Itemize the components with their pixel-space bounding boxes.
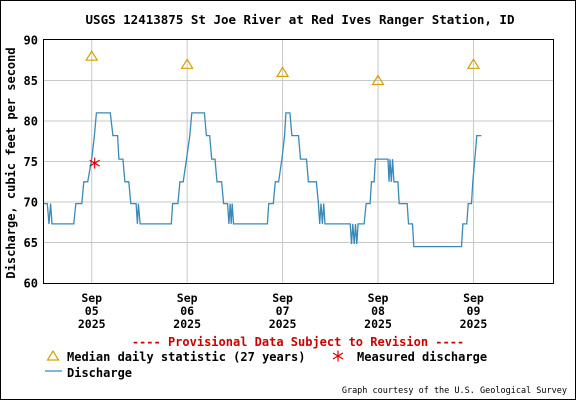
x-tick-label: Sep 06 2025 <box>173 291 201 331</box>
median-marker <box>466 58 481 69</box>
y-tick-label: 80 <box>24 115 38 129</box>
median-marker <box>276 66 290 78</box>
y-tick-label: 90 <box>24 34 38 48</box>
x-tick-label: Sep 09 2025 <box>460 291 488 331</box>
legend-median-label: Median daily statistic (27 years) <box>67 350 305 364</box>
y-axis-label: Discharge, cubic feet per second <box>4 47 18 278</box>
median-marker <box>371 74 385 86</box>
provisional-note: ---- Provisional Data Subject to Revisio… <box>132 335 464 349</box>
x-tick-label: Sep 05 2025 <box>78 291 106 331</box>
x-tick-label: Sep 08 2025 <box>364 291 392 331</box>
legend-measured-label: Measured discharge <box>357 350 487 364</box>
courtesy-note: Graph courtesy of the U.S. Geological Su… <box>342 386 567 396</box>
chart-title: USGS 12413875 St Joe River at Red Ives R… <box>86 12 515 27</box>
median-daily-markers <box>85 50 481 86</box>
measured-discharge-markers <box>89 157 101 169</box>
legend-measured-asterisk-icon <box>332 350 344 362</box>
median-marker <box>180 58 194 69</box>
x-tick-label: Sep 07 2025 <box>269 291 297 331</box>
legend: Median daily statistic (27 years) Measur… <box>45 349 487 380</box>
grid-lines <box>44 40 553 283</box>
x-tick-labels: Sep 05 2025 Sep 06 2025 Sep 07 2025 Sep 08 2025 Sep 0… <box>78 291 488 331</box>
measured-marker <box>89 157 101 169</box>
y-tick-label: 75 <box>24 155 38 169</box>
y-tick-label: 70 <box>24 196 38 210</box>
y-tick-label: 85 <box>24 74 38 88</box>
y-tick-label: 65 <box>24 236 38 250</box>
discharge-series-line <box>44 112 482 248</box>
median-marker <box>85 50 99 61</box>
y-tick-labels: 60 65 70 75 80 85 90 <box>24 34 38 291</box>
y-tick-label: 60 <box>24 277 38 291</box>
legend-discharge-label: Discharge <box>67 366 132 380</box>
plot-area-border <box>43 39 554 284</box>
legend-median-triangle-icon <box>46 349 60 361</box>
